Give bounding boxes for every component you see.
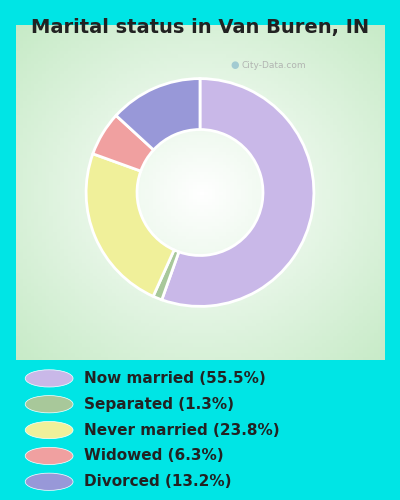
Wedge shape (86, 154, 174, 296)
Circle shape (25, 370, 73, 387)
Text: Divorced (13.2%): Divorced (13.2%) (84, 474, 232, 489)
Wedge shape (153, 250, 179, 300)
Text: Separated (1.3%): Separated (1.3%) (84, 396, 234, 411)
Text: ●: ● (231, 60, 240, 70)
Text: Widowed (6.3%): Widowed (6.3%) (84, 448, 224, 464)
Wedge shape (162, 78, 314, 306)
Text: City-Data.com: City-Data.com (241, 60, 306, 70)
Circle shape (25, 422, 73, 438)
Wedge shape (93, 116, 154, 171)
Text: Now married (55.5%): Now married (55.5%) (84, 371, 266, 386)
Text: Marital status in Van Buren, IN: Marital status in Van Buren, IN (31, 18, 369, 36)
Circle shape (25, 448, 73, 464)
Circle shape (25, 473, 73, 490)
Circle shape (25, 396, 73, 413)
Text: Never married (23.8%): Never married (23.8%) (84, 422, 280, 438)
Wedge shape (116, 78, 200, 150)
